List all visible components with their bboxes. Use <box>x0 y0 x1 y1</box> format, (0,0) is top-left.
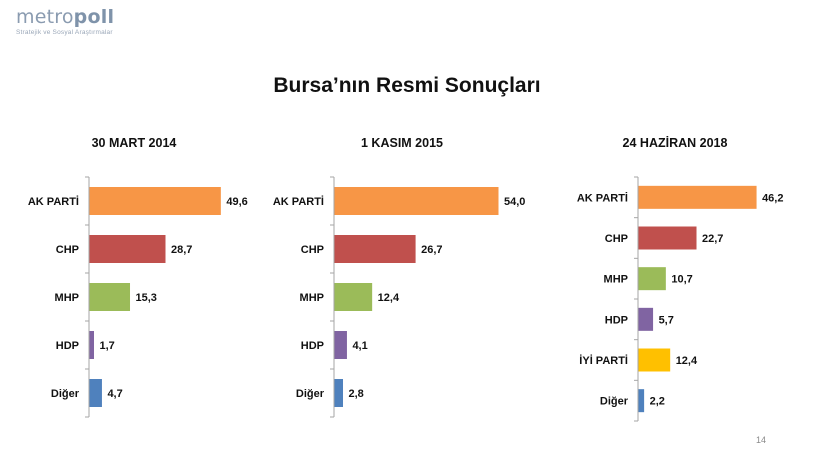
page-number: 14 <box>755 435 766 445</box>
bar-mhp <box>334 283 373 311</box>
data-label: 46,2 <box>762 192 783 204</box>
data-label: 10,7 <box>671 274 692 286</box>
data-label: 12,4 <box>676 355 698 367</box>
bar-di-er <box>89 379 102 407</box>
data-label: 49,6 <box>226 196 247 208</box>
bar-mhp <box>89 283 131 311</box>
category-label: CHP <box>605 233 628 245</box>
data-label: 26,7 <box>421 244 442 256</box>
data-label: 22,7 <box>702 233 723 245</box>
category-label: HDP <box>605 314 628 326</box>
chart-title: 1 KASIM 2015 <box>361 136 443 150</box>
bar-chp <box>638 226 697 250</box>
category-label: AK PARTİ <box>273 195 324 208</box>
chart-panel-2015: 1 KASIM 2015 AK PARTİ 54,0 CHP 26,7 MHP 12,4 H… <box>272 130 532 430</box>
category-label: Diğer <box>296 388 325 400</box>
category-label: Diğer <box>600 396 629 408</box>
slide-title: Bursa’nın Resmi Sonuçları <box>273 74 541 97</box>
logo-wordmark: metropoll <box>16 6 114 28</box>
bar-chart-2014: AK PARTİ 49,6 CHP 28,7 MHP 15,3 HDP 1,7 Diğer 4,7 <box>28 176 248 418</box>
category-label: CHP <box>56 244 79 256</box>
bar-hdp <box>638 307 654 331</box>
data-label: 2,2 <box>650 396 665 408</box>
bar-i-yi-parti <box>638 348 671 372</box>
bar-chp <box>334 235 416 263</box>
data-label: 54,0 <box>504 196 525 208</box>
metropoll-logo: metropoll Stratejik ve Sosyal Araştırmal… <box>16 6 114 36</box>
category-label: MHP <box>300 292 324 304</box>
data-label: 4,1 <box>352 340 367 352</box>
category-label: CHP <box>301 244 324 256</box>
data-label: 4,7 <box>107 388 122 400</box>
chart-panel-2018: 24 HAZİRAN 2018 AK PARTİ 46,2 CHP 22,7 MHP 10… <box>560 130 790 430</box>
category-label: MHP <box>604 274 628 286</box>
logo-name-light: metro <box>16 6 74 28</box>
data-label: 5,7 <box>659 314 674 326</box>
data-label: 12,4 <box>378 292 400 304</box>
bar-chp <box>89 235 166 263</box>
data-label: 2,8 <box>349 388 364 400</box>
bar-ak-parti <box>638 185 757 209</box>
chart-title: 30 MART 2014 <box>91 136 177 150</box>
bar-mhp <box>638 267 666 291</box>
category-label: AK PARTİ <box>577 191 628 204</box>
logo-name-bold: poll <box>73 6 115 28</box>
bar-chart-2018: AK PARTİ 46,2 CHP 22,7 MHP 10,7 HDP 5,7 İYİ PART… <box>577 176 783 422</box>
chart-panel-2014: 30 MART 2014 AK PARTİ 49,6 CHP 28,7 MHP 15,3 H… <box>14 130 254 430</box>
category-label: Diğer <box>51 388 80 400</box>
bar-hdp <box>334 331 347 359</box>
data-label: 1,7 <box>100 340 115 352</box>
bar-di-er <box>334 379 344 407</box>
bar-di-er <box>638 389 645 413</box>
category-label: AK PARTİ <box>28 195 79 208</box>
data-label: 28,7 <box>171 244 192 256</box>
category-label: MHP <box>55 292 79 304</box>
category-label: HDP <box>56 340 79 352</box>
chart-title: 24 HAZİRAN 2018 <box>622 136 728 150</box>
bar-hdp <box>89 331 95 359</box>
bar-ak-parti <box>334 187 499 215</box>
category-label: HDP <box>301 340 324 352</box>
logo-tagline: Stratejik ve Sosyal Araştırmalar <box>16 29 113 36</box>
category-label: İYİ PARTİ <box>579 354 628 367</box>
data-label: 15,3 <box>136 292 157 304</box>
bar-ak-parti <box>89 187 221 215</box>
bar-chart-2015: AK PARTİ 54,0 CHP 26,7 MHP 12,4 HDP 4,1 Diğer 2,8 <box>273 176 525 418</box>
